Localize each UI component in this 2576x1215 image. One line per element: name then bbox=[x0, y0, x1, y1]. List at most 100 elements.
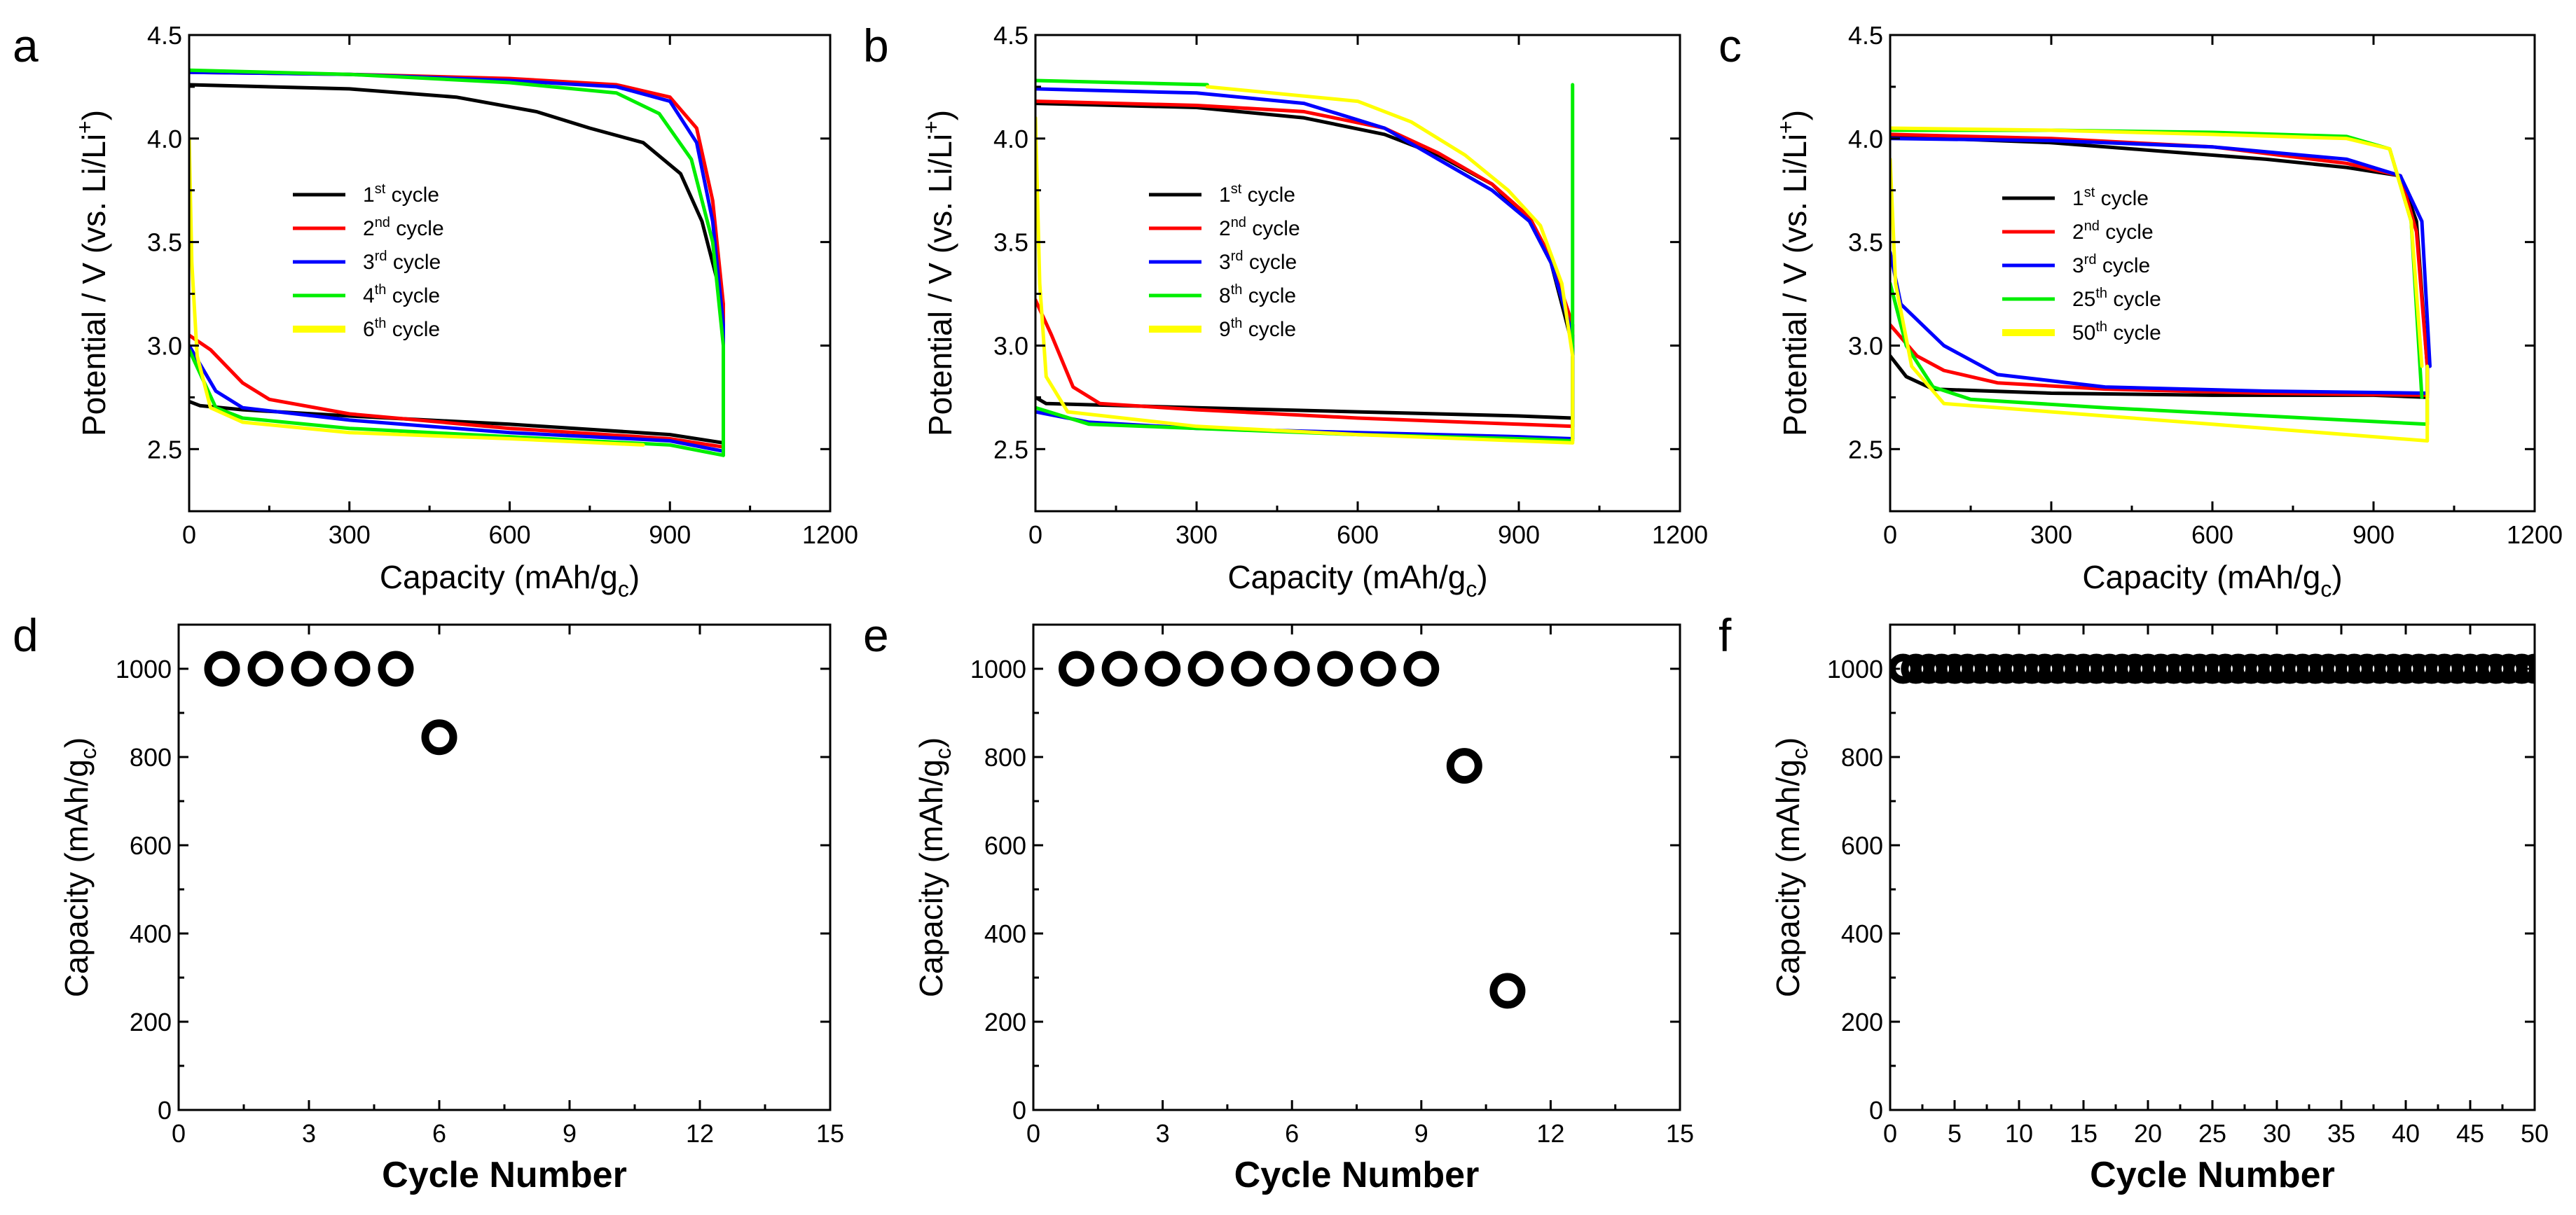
legend-sup: rd bbox=[1231, 249, 1244, 264]
x-tick-label: 25 bbox=[2198, 1119, 2226, 1148]
x-tick-label: 600 bbox=[2191, 520, 2233, 549]
plot-area bbox=[204, 651, 457, 756]
x-tick-label: 300 bbox=[1176, 520, 1218, 549]
y-tick-label: 4.0 bbox=[993, 125, 1028, 153]
data-point bbox=[2519, 653, 2535, 684]
y-tick-label: 3.5 bbox=[993, 228, 1028, 257]
legend-label: 1st cycle bbox=[2072, 185, 2149, 210]
x-tick-label: 15 bbox=[1666, 1119, 1694, 1148]
series-line-1st-cycle-charge bbox=[189, 83, 725, 327]
y-tick-label: 400 bbox=[984, 919, 1026, 948]
series-line-3rd-cycle-charge bbox=[189, 70, 725, 327]
y-tick-label: 600 bbox=[130, 831, 172, 860]
x-tick-label: 6 bbox=[1285, 1119, 1299, 1148]
x-axis-label-end: ) bbox=[1477, 559, 1487, 595]
x-axis-label-text: Capacity (mAh/g bbox=[380, 559, 618, 595]
y-axis-label: Capacity (mAh/gc) bbox=[58, 737, 101, 997]
x-tick-label: 12 bbox=[686, 1119, 714, 1148]
legend-num: 3 bbox=[363, 251, 375, 274]
legend-label: 2nd cycle bbox=[1219, 215, 1300, 240]
y-tick-label: 2.5 bbox=[1848, 435, 1883, 464]
series-line-8th-cycle-charge bbox=[1035, 78, 1209, 87]
series-line-3rd-cycle-charge bbox=[1890, 137, 2432, 368]
legend-label: 3rd cycle bbox=[2072, 252, 2150, 277]
legend-label: 1st cycle bbox=[1219, 181, 1295, 207]
series-line-3rd-cycle-discharge bbox=[189, 344, 725, 453]
legend-sup: th bbox=[2095, 286, 2107, 301]
x-axis-label: Capacity (mAh/gc) bbox=[2082, 559, 2342, 602]
legend-rest: cycle bbox=[2096, 254, 2150, 277]
legend-num: 8 bbox=[1219, 284, 1231, 307]
y-tick-label: 800 bbox=[130, 743, 172, 772]
legend-num: 3 bbox=[2072, 254, 2084, 277]
panel-f: f 0 5 10 15 20 25 30 35 40 45 50 0 200 400 600 800 1000 Cy… bbox=[1719, 609, 2549, 1195]
data-point bbox=[1231, 651, 1267, 687]
legend-sup: th bbox=[375, 316, 387, 331]
data-point bbox=[1489, 973, 1526, 1009]
legend-sup: st bbox=[375, 181, 386, 197]
x-tick-label: 0 bbox=[172, 1119, 186, 1148]
x-axis-label-text: Capacity (mAh/g bbox=[2082, 559, 2320, 595]
x-tick-label: 1200 bbox=[2507, 520, 2563, 549]
legend-label: 1st cycle bbox=[363, 181, 439, 207]
x-tick-label: 20 bbox=[2134, 1119, 2162, 1148]
legend-num: 25 bbox=[2072, 288, 2095, 311]
panel-a: a 0 300 600 900 1200 2.5 3.0 3.5 4.0 4.5 Capacity (… bbox=[13, 20, 858, 602]
series-line-1st-cycle-discharge bbox=[189, 399, 725, 445]
legend-sup: rd bbox=[375, 249, 387, 264]
x-tick-label: 300 bbox=[2030, 520, 2072, 549]
legend-label: 2nd cycle bbox=[2072, 218, 2154, 244]
x-axis-label-sub: c bbox=[1466, 576, 1477, 602]
legend-sup: rd bbox=[2084, 252, 2097, 268]
y-tick-label: 3.0 bbox=[1848, 331, 1883, 360]
series-line-50th-cycle-charge bbox=[1890, 126, 2424, 368]
legend-rest: cycle bbox=[1241, 183, 1295, 207]
legend-label: 2nd cycle bbox=[363, 215, 444, 240]
plot-frame bbox=[1889, 34, 2536, 513]
x-tick-label: 9 bbox=[1414, 1119, 1428, 1148]
y-tick-label: 0 bbox=[1869, 1096, 1883, 1125]
y-tick-label: 400 bbox=[130, 919, 172, 948]
x-tick-label: 600 bbox=[1337, 520, 1379, 549]
y-tick-label: 3.0 bbox=[147, 331, 182, 360]
x-axis-label: Cycle Number bbox=[2090, 1155, 2335, 1195]
data-point bbox=[1145, 651, 1181, 687]
series-line-2nd-cycle-discharge bbox=[1035, 298, 1575, 429]
x-tick-label: 600 bbox=[488, 520, 530, 549]
y-tick-label: 2.5 bbox=[147, 435, 182, 464]
x-tick-label: 50 bbox=[2521, 1119, 2549, 1148]
y-axis-label-sup: + bbox=[918, 120, 944, 134]
legend-num: 9 bbox=[1219, 318, 1231, 341]
y-axis-label-text: Capacity (mAh/g bbox=[58, 759, 95, 997]
y-tick-label: 4.5 bbox=[147, 21, 182, 50]
legend-rest: cycle bbox=[1246, 217, 1300, 240]
legend-num: 2 bbox=[1219, 217, 1231, 240]
y-tick-label: 2.5 bbox=[993, 435, 1028, 464]
series-line-4th-cycle-discharge bbox=[189, 347, 725, 457]
y-axis-label-sup: + bbox=[72, 120, 97, 134]
data-point bbox=[247, 651, 284, 687]
x-axis-label: Capacity (mAh/gc) bbox=[380, 559, 640, 602]
series-line-2nd-cycle-charge bbox=[1035, 99, 1575, 327]
legend-label: 4th cycle bbox=[363, 282, 440, 307]
series-line-6th-cycle-discharge bbox=[189, 137, 645, 447]
y-tick-label: 3.5 bbox=[147, 228, 182, 257]
x-tick-label: 9 bbox=[563, 1119, 577, 1148]
legend-num: 50 bbox=[2072, 321, 2095, 345]
series-line-9th-cycle-discharge bbox=[1035, 116, 1575, 445]
x-tick-label: 3 bbox=[302, 1119, 316, 1148]
y-axis-label-sup: + bbox=[1773, 120, 1798, 134]
y-tick-label: 0 bbox=[1012, 1096, 1026, 1125]
y-tick-label: 200 bbox=[130, 1008, 172, 1036]
x-tick-label: 300 bbox=[329, 520, 371, 549]
data-point bbox=[1059, 651, 1094, 687]
legend-label: 9th cycle bbox=[1219, 316, 1296, 341]
x-tick-label: 0 bbox=[1028, 520, 1042, 549]
x-axis-label: Capacity (mAh/gc) bbox=[1227, 559, 1487, 602]
panel-c: c 0 300 600 900 1200 2.5 3.0 3.5 4.0 4.5 Capacity (… bbox=[1719, 20, 2563, 602]
x-tick-label: 900 bbox=[649, 520, 691, 549]
y-axis-label-sub: c bbox=[1787, 748, 1812, 759]
y-tick-label: 600 bbox=[984, 831, 1026, 860]
y-axis-label-text: Capacity (mAh/g bbox=[913, 759, 949, 997]
